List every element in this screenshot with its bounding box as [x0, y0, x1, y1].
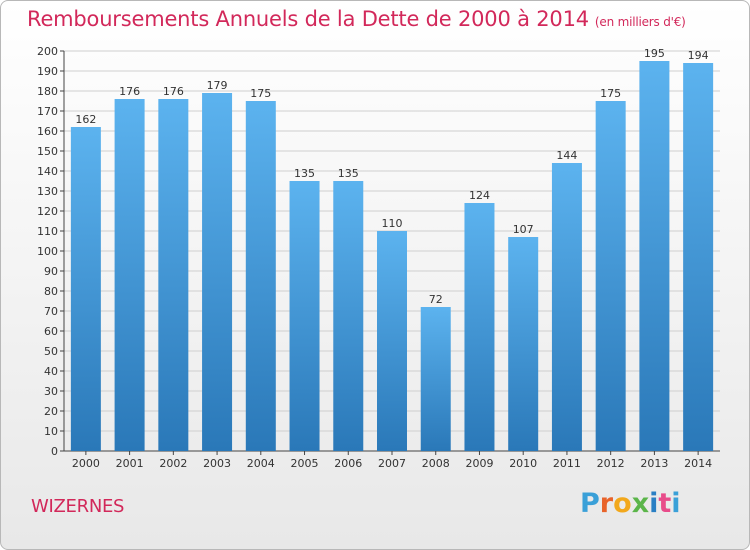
x-tick-label-2009: 2009	[465, 457, 493, 470]
logo-letter: t	[658, 488, 672, 519]
value-label-2014: 194	[688, 49, 709, 62]
value-label-2003: 179	[207, 79, 228, 92]
value-label-2001: 176	[119, 85, 140, 98]
value-label-2007: 110	[382, 217, 403, 230]
y-tick-label: 100	[37, 245, 58, 258]
x-tick-label-2010: 2010	[509, 457, 537, 470]
value-labels: 162 176 176 179 175 135 135 110 72 124 107 144 175 19…	[75, 47, 708, 306]
y-tick-label: 90	[44, 265, 58, 278]
logo-letter: r	[599, 488, 614, 519]
y-tick-label: 170	[37, 105, 58, 118]
bar-2004	[245, 101, 276, 451]
y-tick-label: 190	[37, 65, 58, 78]
y-tick-label: 10	[44, 425, 58, 438]
logo-letter: i	[671, 488, 681, 519]
y-tick-labels: 0 10 20 30 40 50 60 70 80 90 100 110 120 130 140 150 160…	[37, 45, 58, 458]
value-label-2000: 162	[75, 113, 96, 126]
value-label-2009: 124	[469, 189, 490, 202]
x-tick-label-2008: 2008	[422, 457, 450, 470]
x-tick-label-2005: 2005	[291, 457, 319, 470]
logo-letter: i	[649, 488, 659, 519]
bar-2001	[114, 99, 145, 451]
value-label-2004: 175	[250, 87, 271, 100]
value-label-2008: 72	[429, 293, 443, 306]
x-tick-label-2013: 2013	[640, 457, 668, 470]
place-name: WIZERNES	[31, 496, 125, 517]
value-label-2011: 144	[556, 149, 577, 162]
logo-letter: P	[580, 488, 600, 519]
value-label-2005: 135	[294, 167, 315, 180]
y-tick-label: 200	[37, 45, 58, 58]
x-tick-labels: 2000 2001 2002 2003 2004 2005 2006 2007 2008 2009…	[72, 457, 712, 470]
logo-letter: o	[613, 488, 632, 519]
x-tick-label-2011: 2011	[553, 457, 581, 470]
y-tick-label: 50	[44, 345, 58, 358]
value-label-2002: 176	[163, 85, 184, 98]
x-tick-label-2001: 2001	[116, 457, 144, 470]
bar-2003	[202, 93, 233, 451]
logo-letter: x	[631, 488, 650, 519]
bar-2014	[683, 63, 714, 451]
x-tick-label-2000: 2000	[72, 457, 100, 470]
y-tick-label: 70	[44, 305, 58, 318]
value-label-2012: 175	[600, 87, 621, 100]
x-tick-label-2007: 2007	[378, 457, 406, 470]
chart-subtitle: (en milliers d'€)	[594, 15, 686, 29]
y-tick-label: 30	[44, 385, 58, 398]
y-tick-label: 140	[37, 165, 58, 178]
bars	[70, 61, 714, 451]
bar-2008	[420, 307, 451, 451]
y-tick-label: 80	[44, 285, 58, 298]
x-tick-label-2006: 2006	[334, 457, 362, 470]
y-tick-label: 0	[51, 445, 58, 458]
bar-2002	[158, 99, 189, 451]
y-tick-label: 60	[44, 325, 58, 338]
bar-2005	[289, 181, 320, 451]
x-tick-label-2012: 2012	[597, 457, 625, 470]
value-label-2013: 195	[644, 47, 665, 60]
x-tick-label-2004: 2004	[247, 457, 275, 470]
proxiti-logo[interactable]: Proxiti	[580, 488, 681, 519]
x-tick-label-2014: 2014	[684, 457, 712, 470]
chart-title-text: Remboursements Annuels de la Dette de 20…	[27, 7, 589, 31]
bar-2011	[551, 163, 582, 451]
bar-2006	[333, 181, 364, 451]
chart-title: Remboursements Annuels de la Dette de 20…	[27, 7, 686, 31]
bar-2013	[639, 61, 670, 451]
y-tick-label: 40	[44, 365, 58, 378]
bar-2009	[464, 203, 495, 451]
x-tick-label-2003: 2003	[203, 457, 231, 470]
y-tick-label: 130	[37, 185, 58, 198]
bar-2007	[377, 231, 407, 451]
bar-2012	[595, 101, 626, 451]
x-tick-label-2002: 2002	[159, 457, 187, 470]
value-label-2006: 135	[338, 167, 359, 180]
value-label-2010: 107	[513, 223, 534, 236]
y-tick-label: 180	[37, 85, 58, 98]
y-tick-label: 160	[37, 125, 58, 138]
bar-2000	[70, 127, 101, 451]
bar-2010	[508, 237, 539, 451]
y-tick-label: 110	[37, 225, 58, 238]
y-tick-label: 120	[37, 205, 58, 218]
y-tick-label: 150	[37, 145, 58, 158]
y-tick-label: 20	[44, 405, 58, 418]
